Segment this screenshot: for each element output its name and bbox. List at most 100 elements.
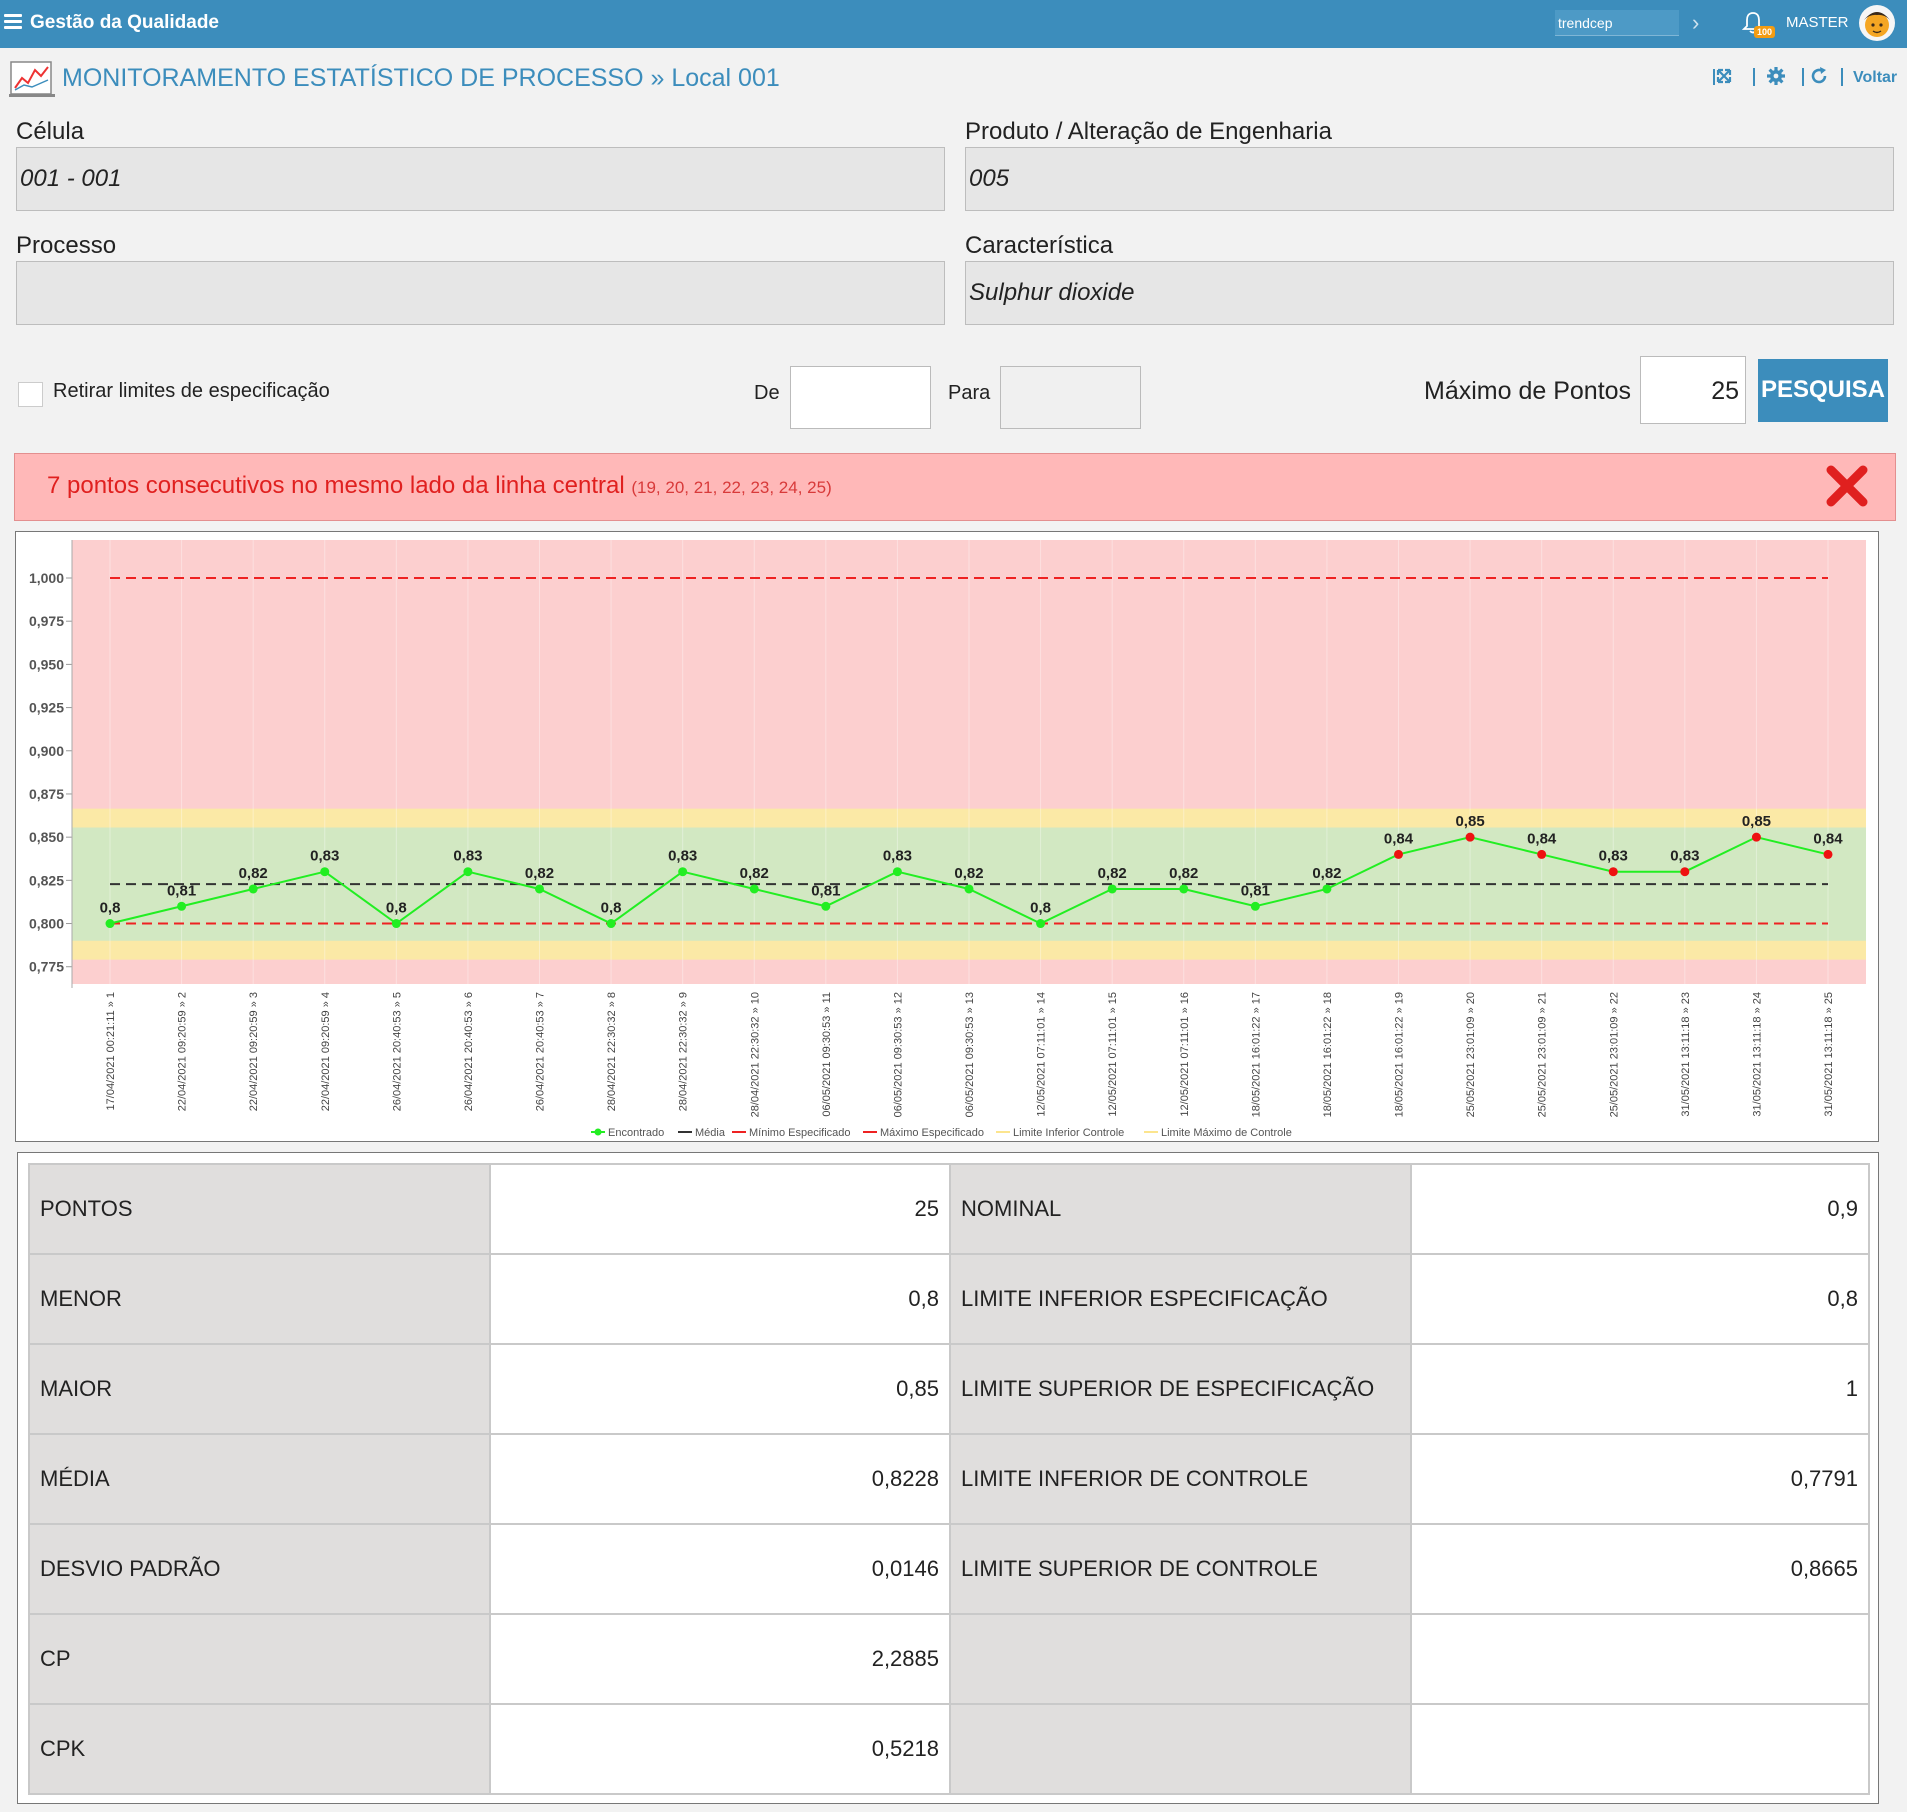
stat-label: LIMITE INFERIOR ESPECIFICAÇÃO (949, 1253, 1412, 1345)
back-link[interactable]: Voltar (1853, 69, 1898, 86)
stat-value: 0,9 (1410, 1163, 1870, 1255)
data-label: 0,82 (525, 865, 554, 882)
remove-spec-limits-label[interactable]: Retirar limites de especificação (53, 380, 330, 402)
data-point (391, 919, 401, 929)
stat-label: MENOR (28, 1253, 491, 1345)
x-tick-label: 26/04/2021 20:40:53 » 5 (391, 992, 403, 1111)
data-point (749, 884, 759, 894)
data-point (1250, 901, 1260, 911)
data-point (1680, 867, 1690, 877)
stat-value: 0,8228 (489, 1433, 951, 1525)
search-button[interactable]: PESQUISA (1758, 359, 1888, 422)
chevron-right-icon[interactable]: › (1692, 10, 1700, 35)
x-tick-label: 06/05/2021 09:30:53 » 12 (892, 992, 904, 1117)
data-label: 0,83 (310, 848, 339, 865)
data-label: 0,83 (453, 848, 482, 865)
stat-label: MAIOR (28, 1343, 491, 1435)
max-points-input[interactable]: 25 (1640, 356, 1746, 424)
processo-field[interactable] (16, 261, 945, 325)
alert-message: 7 pontos consecutivos no mesmo lado da l… (47, 472, 832, 500)
data-label: 0,82 (740, 865, 769, 882)
legend-label: Limite Máximo de Controle (1161, 1127, 1292, 1139)
toolbar-divider (1841, 68, 1843, 86)
top-bar: Gestão da Qualidade › 100 MASTER (0, 0, 1907, 48)
x-tick-label: 22/04/2021 09:20:59 » 3 (248, 992, 260, 1111)
data-point (1107, 884, 1117, 894)
processo-label: Processo (16, 232, 117, 259)
toolbar-divider (1802, 68, 1804, 86)
table-row: PONTOS 25 NOMINAL 0,9 (28, 1163, 1870, 1255)
x-tick-label: 18/05/2021 16:01:22 » 19 (1394, 992, 1406, 1117)
data-point (177, 901, 187, 911)
y-tick-label: 0,850 (29, 829, 64, 845)
statistics-panel: PONTOS 25 NOMINAL 0,9 MENOR 0,8 LIMITE INFERIO… (17, 1152, 1879, 1804)
stat-label: PONTOS (28, 1163, 491, 1255)
tenant-input[interactable] (1555, 10, 1679, 36)
data-point (463, 867, 473, 877)
alert-points: (19, 20, 21, 22, 23, 24, 25) (631, 478, 832, 497)
data-label: 0,84 (1813, 830, 1843, 847)
stat-label: CPK (28, 1703, 491, 1795)
date-to-input[interactable] (1000, 366, 1141, 429)
data-point (1394, 849, 1403, 859)
user-name[interactable]: MASTER (1786, 14, 1849, 31)
close-icon[interactable] (1823, 462, 1871, 510)
avatar[interactable] (1858, 4, 1896, 42)
legend-label: Encontrado (608, 1127, 664, 1139)
y-tick-label: 0,900 (29, 743, 64, 759)
control-chart: 1,000 0,975 0,950 0,925 0,900 0,875 0,850 0,825… (15, 531, 1879, 1142)
stat-label: MÉDIA (28, 1433, 491, 1525)
stat-label (949, 1613, 1412, 1705)
legend-item: Média (678, 1127, 726, 1139)
date-from-input[interactable] (790, 366, 931, 429)
data-label: 0,82 (1312, 865, 1341, 882)
remove-spec-limits-checkbox[interactable] (18, 382, 43, 407)
refresh-icon[interactable] (1809, 66, 1829, 86)
data-point (248, 884, 258, 894)
date-to-label: Para (948, 382, 991, 404)
y-tick-label: 0,775 (29, 959, 64, 975)
hamburger-menu-icon[interactable] (4, 14, 22, 30)
gear-icon[interactable] (1766, 66, 1786, 86)
table-row: CP 2,2885 (28, 1613, 1870, 1705)
app-title[interactable]: Gestão da Qualidade (30, 12, 219, 33)
x-tick-label: 31/05/2021 13:11:18 » 25 (1823, 992, 1835, 1117)
legend-item: Limite Máximo de Controle (1144, 1127, 1292, 1139)
max-points-label: Máximo de Pontos (1424, 377, 1632, 405)
stat-label: NOMINAL (949, 1163, 1412, 1255)
table-row: DESVIO PADRÃO 0,0146 LIMITE SUPERIOR DE CO… (28, 1523, 1870, 1615)
y-tick-label: 0,800 (29, 916, 64, 932)
y-tick-label: 0,875 (29, 786, 64, 802)
data-point (535, 884, 544, 894)
data-label: 0,83 (668, 848, 697, 865)
legend-label: Mínimo Especificado (749, 1127, 851, 1139)
stat-value: 1 (1410, 1343, 1870, 1435)
celula-field[interactable]: 001 - 001 (16, 147, 945, 211)
x-tick-label: 28/04/2021 22:30:32 » 8 (606, 992, 618, 1111)
data-label: 0,8 (100, 900, 121, 917)
data-label: 0,83 (1670, 848, 1699, 865)
stat-value: 0,8665 (1410, 1523, 1870, 1615)
x-tick-label: 31/05/2021 13:11:18 » 24 (1751, 992, 1763, 1117)
stat-value: 25 (489, 1163, 951, 1255)
x-tick-label: 18/05/2021 16:01:22 » 18 (1322, 992, 1334, 1117)
data-point (892, 867, 902, 877)
x-tick-label: 25/05/2021 23:01:09 » 21 (1537, 992, 1549, 1117)
produto-field[interactable]: 005 (965, 147, 1894, 211)
y-tick-label: 0,950 (29, 656, 64, 672)
page-title: MONITORAMENTO ESTATÍSTICO DE PROCESSO » … (62, 64, 780, 92)
data-label: 0,8 (1030, 900, 1051, 917)
x-tick-label: 22/04/2021 09:20:59 » 4 (320, 992, 332, 1111)
produto-label: Produto / Alteração de Engenharia (965, 118, 1332, 145)
x-tick-label: 26/04/2021 20:40:53 » 7 (535, 992, 547, 1111)
data-point (821, 901, 831, 911)
y-tick-label: 0,825 (29, 872, 64, 888)
data-point (1179, 884, 1189, 894)
data-label: 0,84 (1527, 830, 1557, 847)
data-label: 0,85 (1742, 813, 1771, 830)
alert-banner: 7 pontos consecutivos no mesmo lado da l… (14, 453, 1896, 521)
data-point (964, 884, 974, 894)
fullscreen-icon[interactable] (1713, 67, 1735, 87)
caracteristica-field[interactable]: Sulphur dioxide (965, 261, 1894, 325)
legend-item: Limite Inferior Controle (996, 1127, 1124, 1139)
